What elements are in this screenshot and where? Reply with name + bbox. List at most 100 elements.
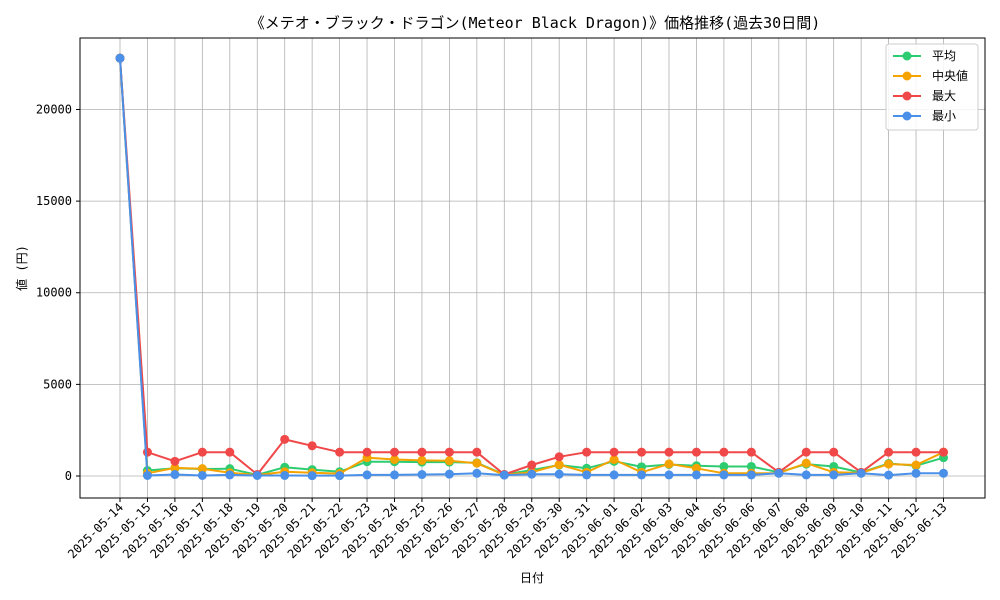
data-point xyxy=(444,469,454,479)
legend-item: 中央値 xyxy=(893,68,968,83)
data-point xyxy=(664,470,674,480)
data-point xyxy=(911,447,921,457)
data-point xyxy=(884,470,894,480)
legend-marker xyxy=(902,91,912,101)
data-point xyxy=(472,458,482,468)
data-point xyxy=(691,470,701,480)
plot-frame xyxy=(79,37,986,499)
data-point xyxy=(170,463,180,473)
data-point xyxy=(911,460,921,470)
data-point xyxy=(417,447,427,457)
chart-title: 《メテオ・ブラック・ドラゴン(Meteor Black Dragon)》価格推移… xyxy=(250,14,820,32)
data-point xyxy=(746,461,756,471)
legend-marker xyxy=(902,51,912,61)
data-point xyxy=(444,456,454,466)
legend-item: 最大 xyxy=(893,89,956,103)
data-point xyxy=(774,468,784,478)
legend-label: 平均 xyxy=(932,49,956,63)
y-axis-label: 値 (円) xyxy=(14,245,29,291)
data-point xyxy=(142,447,152,457)
data-point xyxy=(856,468,866,478)
data-point xyxy=(939,468,948,478)
data-point xyxy=(664,447,674,457)
data-point xyxy=(527,460,537,470)
data-point xyxy=(142,470,152,480)
data-point xyxy=(801,447,811,457)
data-point xyxy=(362,447,372,457)
data-point xyxy=(554,469,564,479)
data-point xyxy=(582,447,592,457)
data-point xyxy=(197,470,207,480)
x-axis-label: 日付 xyxy=(520,571,544,585)
grid xyxy=(80,38,985,498)
data-point xyxy=(335,471,345,481)
legend-box xyxy=(885,43,979,131)
data-point xyxy=(197,447,207,457)
data-point xyxy=(554,452,564,462)
y-tick-label: 20000 xyxy=(36,102,72,116)
data-point xyxy=(170,456,180,466)
data-point xyxy=(197,464,207,474)
data-point xyxy=(801,458,811,468)
data-point xyxy=(115,53,125,63)
data-point xyxy=(225,470,235,480)
data-point xyxy=(225,447,235,457)
data-point xyxy=(444,447,454,457)
data-point xyxy=(691,447,701,457)
data-point xyxy=(390,455,399,465)
data-point xyxy=(829,447,839,457)
data-point xyxy=(801,470,811,480)
data-point xyxy=(609,447,619,457)
data-point xyxy=(335,447,345,457)
data-point xyxy=(390,447,399,457)
y-tick-label: 5000 xyxy=(43,377,72,391)
data-point xyxy=(609,455,619,465)
y-axis: 0 5000 10000 15000 20000 xyxy=(36,102,80,483)
data-point xyxy=(527,469,537,479)
legend-marker xyxy=(902,71,912,81)
data-point xyxy=(417,470,427,480)
data-point xyxy=(691,463,701,473)
data-point xyxy=(884,447,894,457)
data-point xyxy=(719,470,729,480)
data-point xyxy=(746,447,756,457)
data-point xyxy=(746,470,756,480)
data-point xyxy=(472,447,482,457)
data-point xyxy=(637,470,647,480)
data-point xyxy=(307,471,317,481)
data-point xyxy=(252,470,262,480)
data-point xyxy=(939,447,948,457)
y-tick-label: 15000 xyxy=(36,194,72,208)
data-point xyxy=(170,470,180,480)
data-point xyxy=(582,470,592,480)
data-point xyxy=(472,468,482,478)
data-point xyxy=(609,470,619,480)
y-tick-label: 0 xyxy=(65,469,72,483)
legend-label: 最小 xyxy=(932,109,956,123)
data-point xyxy=(664,459,674,469)
data-point xyxy=(884,459,894,469)
data-point xyxy=(719,447,729,457)
series-lines xyxy=(115,53,948,481)
data-point xyxy=(911,468,921,478)
data-point xyxy=(307,441,317,451)
data-point xyxy=(499,470,509,480)
data-point xyxy=(362,470,372,480)
data-point xyxy=(829,470,839,480)
legend-item: 平均 xyxy=(893,49,956,63)
legend-marker xyxy=(902,111,912,121)
data-point xyxy=(417,455,427,465)
data-point xyxy=(280,470,290,480)
legend-item: 最小 xyxy=(893,109,956,123)
series-3 xyxy=(115,53,948,481)
data-point xyxy=(637,447,647,457)
legend-label: 中央値 xyxy=(932,68,968,83)
legend-label: 最大 xyxy=(932,89,956,103)
data-point xyxy=(554,460,564,470)
y-tick-label: 10000 xyxy=(36,286,72,300)
data-point xyxy=(280,434,290,444)
data-point xyxy=(719,461,729,471)
data-point xyxy=(390,470,399,480)
